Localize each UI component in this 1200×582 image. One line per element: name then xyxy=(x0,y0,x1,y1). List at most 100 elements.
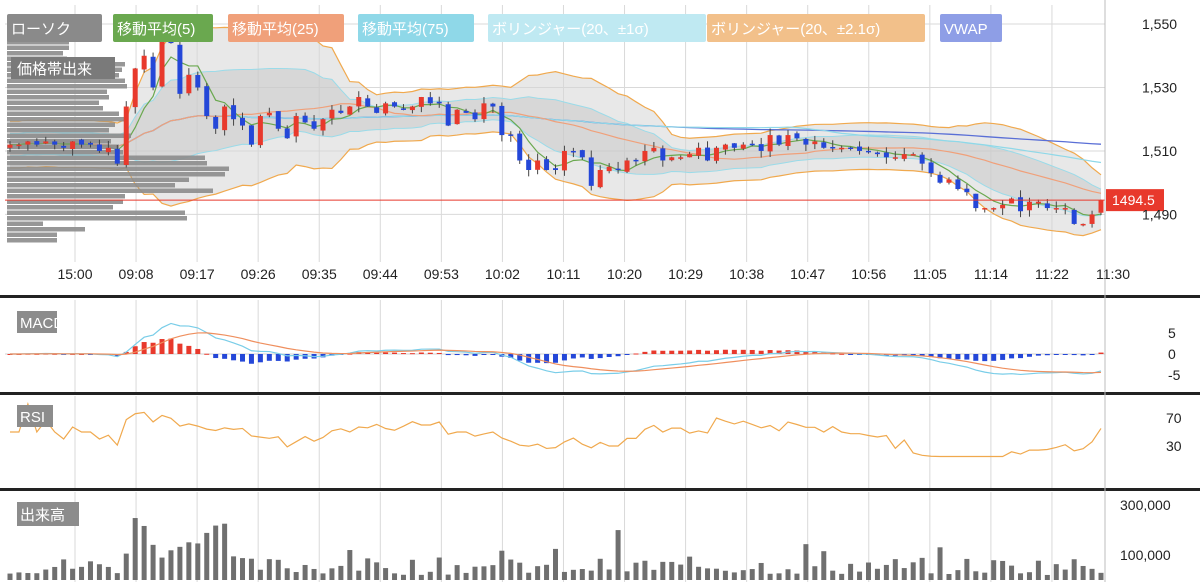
candle xyxy=(79,139,85,145)
macd-histogram-bar xyxy=(472,354,478,356)
volume-bar xyxy=(901,568,907,580)
candle xyxy=(713,147,719,161)
volume-bar xyxy=(329,568,335,580)
candle xyxy=(848,147,854,150)
volume-profile-bar xyxy=(7,221,43,226)
macd-histogram-bar xyxy=(597,354,603,359)
volume-bar xyxy=(1009,565,1015,580)
volume-bar xyxy=(606,569,612,580)
time-axis-label: 09:35 xyxy=(302,266,337,282)
candle xyxy=(928,162,934,174)
volume-bar xyxy=(400,574,406,580)
macd-histogram-bar xyxy=(919,354,925,356)
candle xyxy=(248,125,254,145)
volume-profile-bar xyxy=(7,227,85,232)
volume-profile-bar xyxy=(7,89,107,94)
candle xyxy=(409,106,415,111)
candle xyxy=(910,154,916,156)
candle xyxy=(284,128,290,139)
macd-histogram-bar xyxy=(1062,354,1068,355)
macd-histogram-bar xyxy=(1026,354,1032,357)
macd-histogram-bar xyxy=(374,352,380,354)
macd-histogram-bar xyxy=(1018,354,1024,359)
macd-label: MACD xyxy=(20,315,64,332)
volume-bar xyxy=(758,562,764,580)
macd-histogram-bar xyxy=(159,339,165,354)
candle xyxy=(1062,208,1068,210)
pane-separator xyxy=(0,488,1200,491)
candle xyxy=(1080,223,1086,226)
volume-profile-bar xyxy=(7,205,113,210)
candle xyxy=(222,106,228,131)
macd-histogram-bar xyxy=(508,354,514,358)
volume-bar xyxy=(231,556,237,580)
candle xyxy=(749,143,755,146)
macd-histogram-bar xyxy=(937,354,943,359)
candle xyxy=(257,116,263,146)
legend-chip xyxy=(358,14,474,42)
time-axis-label: 10:11 xyxy=(546,266,580,282)
time-axis-label: 09:17 xyxy=(180,266,215,282)
macd-histogram-bar xyxy=(293,354,299,360)
macd-histogram-bar xyxy=(553,354,558,363)
candle xyxy=(857,146,863,151)
volume-tick-label: 300,000 xyxy=(1120,497,1171,513)
candle xyxy=(553,168,558,170)
volume-bar xyxy=(803,544,809,580)
candle xyxy=(722,144,728,150)
volume-profile-bar xyxy=(7,111,119,116)
legend-chip xyxy=(940,14,1002,42)
macd-histogram-bar xyxy=(168,338,174,354)
macd-histogram-bar xyxy=(812,351,818,354)
macd-histogram-bar xyxy=(1000,354,1006,360)
candle xyxy=(293,116,299,137)
candle xyxy=(150,56,156,88)
volume-bar xyxy=(275,559,281,580)
volume-profile-bar xyxy=(7,199,123,204)
volume-bar xyxy=(597,558,603,580)
macd-histogram-bar xyxy=(955,354,961,360)
legend-chip xyxy=(228,14,344,42)
candle xyxy=(615,168,621,171)
macd-histogram-bar xyxy=(642,351,648,354)
macd-histogram-bar xyxy=(678,350,684,354)
macd-histogram-bar xyxy=(848,354,854,355)
volume-bar xyxy=(1062,569,1068,580)
time-axis-label: 15:00 xyxy=(57,266,92,282)
candle xyxy=(275,111,281,129)
candle xyxy=(1071,209,1077,224)
candle xyxy=(678,157,684,159)
volume-profile-label: 価格帯出来 xyxy=(17,61,92,78)
volume-bar xyxy=(660,561,666,580)
volume-profile-bar xyxy=(7,188,213,193)
volume-bar xyxy=(570,569,576,580)
macd-histogram-bar xyxy=(803,351,809,354)
volume-bar xyxy=(794,573,800,580)
candle xyxy=(240,117,246,126)
macd-histogram-bar xyxy=(973,354,979,361)
macd-histogram-bar xyxy=(705,350,711,354)
bollinger-1sigma-band xyxy=(10,68,1101,217)
volume-profile-bar xyxy=(7,84,127,89)
volume-bar xyxy=(52,566,58,580)
volume-profile-bar xyxy=(7,117,125,122)
volume-bar xyxy=(7,573,13,580)
macd-tick-label: 0 xyxy=(1168,346,1176,362)
volume-bar xyxy=(248,558,254,580)
candle xyxy=(1035,201,1041,204)
macd-histogram-bar xyxy=(669,350,675,354)
macd-histogram-bar xyxy=(87,354,93,355)
macd-histogram-bar xyxy=(767,350,773,354)
volume-bar xyxy=(696,566,702,580)
volume-bar xyxy=(454,565,460,580)
macd-histogram-bar xyxy=(123,351,129,354)
macd-histogram-bar xyxy=(1044,354,1050,356)
volume-bar xyxy=(955,570,961,580)
volume-bar xyxy=(311,568,317,580)
candle xyxy=(392,102,398,107)
candle xyxy=(973,193,979,209)
macd-signal-line xyxy=(10,332,1102,374)
volume-bar xyxy=(392,573,398,580)
candle xyxy=(633,159,639,162)
volume-bar xyxy=(812,566,818,580)
